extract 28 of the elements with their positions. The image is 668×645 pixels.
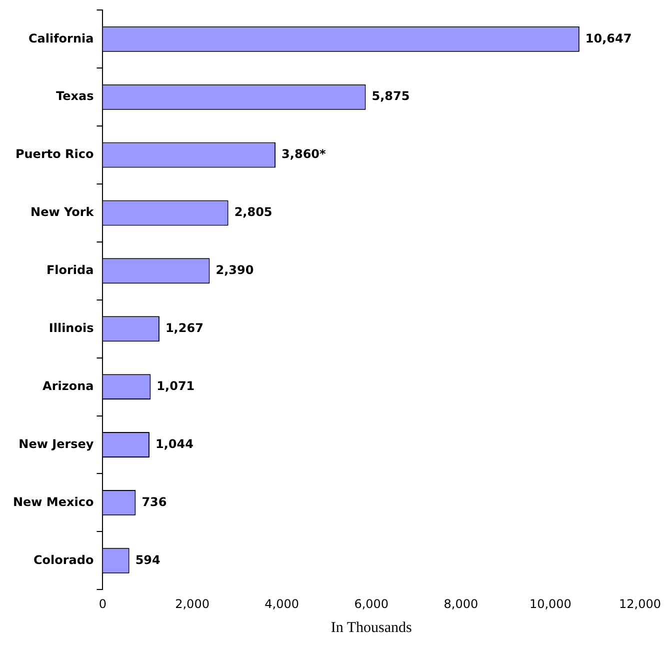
x-axis-title: In Thousands — [330, 620, 412, 636]
data-label: 1,071 — [156, 378, 195, 393]
y-tick-label: Arizona — [42, 378, 94, 393]
data-label: 2,390 — [216, 263, 254, 278]
y-tick-label: California — [28, 31, 94, 46]
x-tick-label: 4,000 — [264, 596, 300, 611]
data-label: 10,647 — [585, 31, 632, 46]
data-label: 2,805 — [234, 205, 272, 220]
y-tick-label: New York — [30, 205, 95, 220]
y-tick-label: Colorado — [33, 552, 94, 567]
x-tick-label: 10,000 — [529, 596, 572, 611]
y-tick-label: Illinois — [48, 320, 94, 335]
data-label: 594 — [135, 552, 160, 567]
data-label: 1,267 — [165, 320, 204, 335]
x-tick-label: 12,000 — [619, 596, 661, 611]
y-tick-label: New Mexico — [12, 494, 94, 509]
data-label: 5,875 — [372, 89, 410, 104]
x-tick-label: 0 — [98, 596, 107, 611]
data-label: 736 — [142, 494, 167, 509]
y-tick-label: Florida — [46, 263, 94, 278]
y-tick-label: Puerto Rico — [15, 147, 94, 162]
x-tick-label: 8,000 — [444, 596, 478, 611]
x-tick-label: 2,000 — [175, 596, 210, 611]
x-tick-label: 6,000 — [354, 596, 389, 611]
y-tick-label: Texas — [56, 89, 94, 104]
data-label: 3,860* — [282, 147, 327, 162]
y-tick-label: New Jersey — [18, 436, 94, 451]
data-label: 1,044 — [155, 436, 194, 451]
